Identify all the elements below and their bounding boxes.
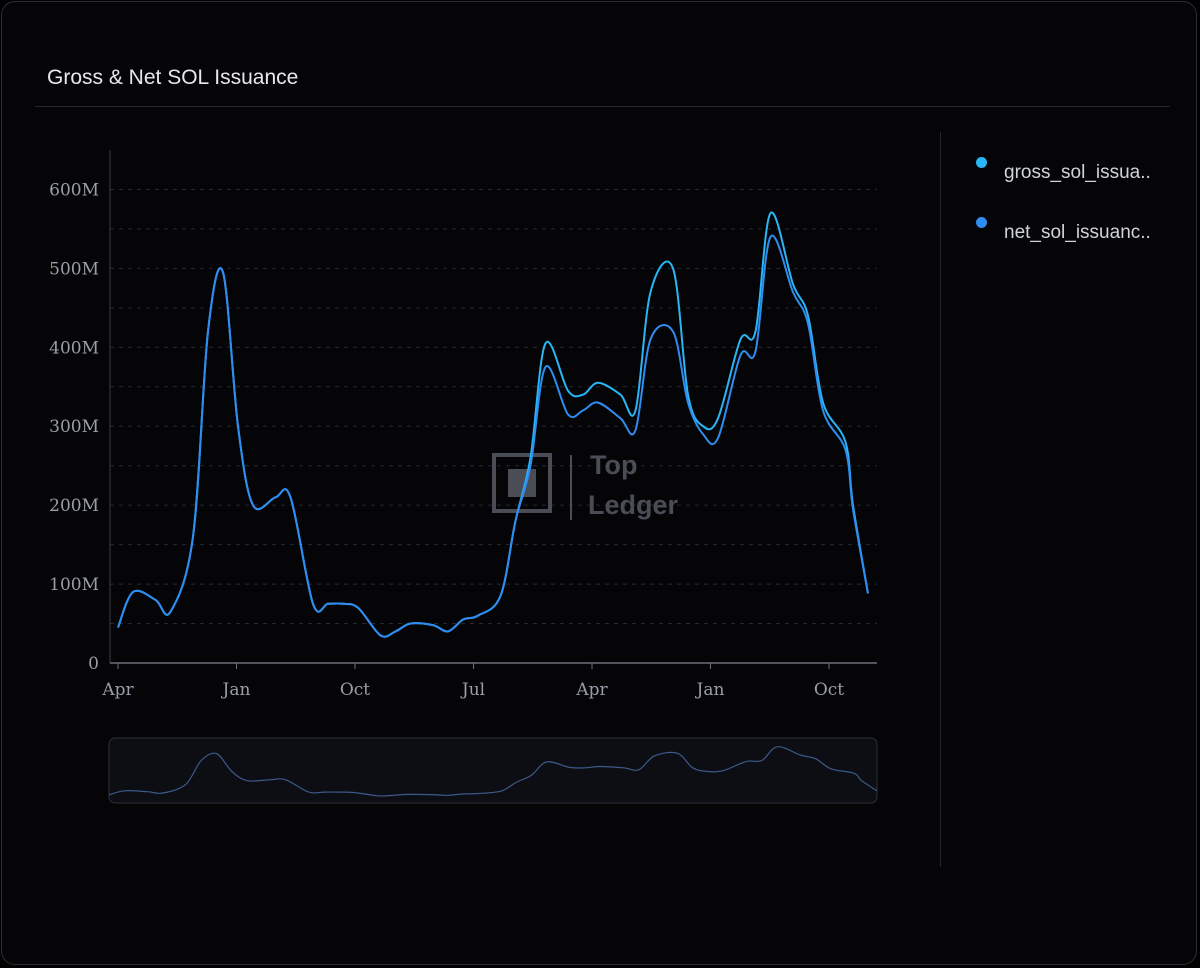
x-tick-label: Oct [814,680,844,700]
legend-divider [940,132,941,867]
x-tick-label: Jan [695,680,725,700]
grid-lines [110,188,877,625]
legend-item-gross[interactable]: gross_sol_issua.. [976,150,1176,210]
y-tick-label: 200M [49,496,99,516]
y-tick-label: 400M [49,338,99,358]
x-tick-label: Jan [221,680,251,700]
x-axis-ticks: Apr Jan Oct Jul Apr Jan Oct [101,663,844,700]
legend-label-net: net_sol_issuanc.. [1004,222,1151,243]
x-tick-label: Oct [340,680,370,700]
watermark: Top Ledger [492,450,679,520]
legend: gross_sol_issua.. net_sol_issuanc.. [976,150,1176,270]
x-tick-label: Jul [460,680,485,700]
y-tick-label: 300M [49,417,99,437]
series-lines [117,211,869,638]
legend-label-gross: gross_sol_issua.. [1004,162,1151,183]
navigator-frame [108,737,878,804]
navigator-line [108,746,878,797]
range-navigator[interactable] [108,737,878,804]
y-tick-label: 600M [49,180,99,200]
chart-title: Gross & Net SOL Issuance [47,66,299,89]
watermark-text-top: Top [590,450,637,480]
watermark-logo-outer [492,453,552,513]
x-tick-label: Apr [101,680,134,700]
x-tick-label: Apr [575,680,608,700]
title-divider [35,106,1170,107]
watermark-text-bottom: Ledger [588,490,679,520]
series-line-gross [117,211,869,638]
legend-marker-net [976,217,987,228]
legend-item-net[interactable]: net_sol_issuanc.. [976,210,1176,270]
y-tick-label: 500M [49,259,99,279]
y-axis-ticks: 0 100M 200M 300M 400M 500M 600M [49,180,99,674]
series-line-net [117,234,869,638]
axes [109,150,877,664]
legend-marker-gross [976,157,987,168]
y-tick-label: 0 [88,654,99,674]
y-tick-label: 100M [49,575,99,595]
